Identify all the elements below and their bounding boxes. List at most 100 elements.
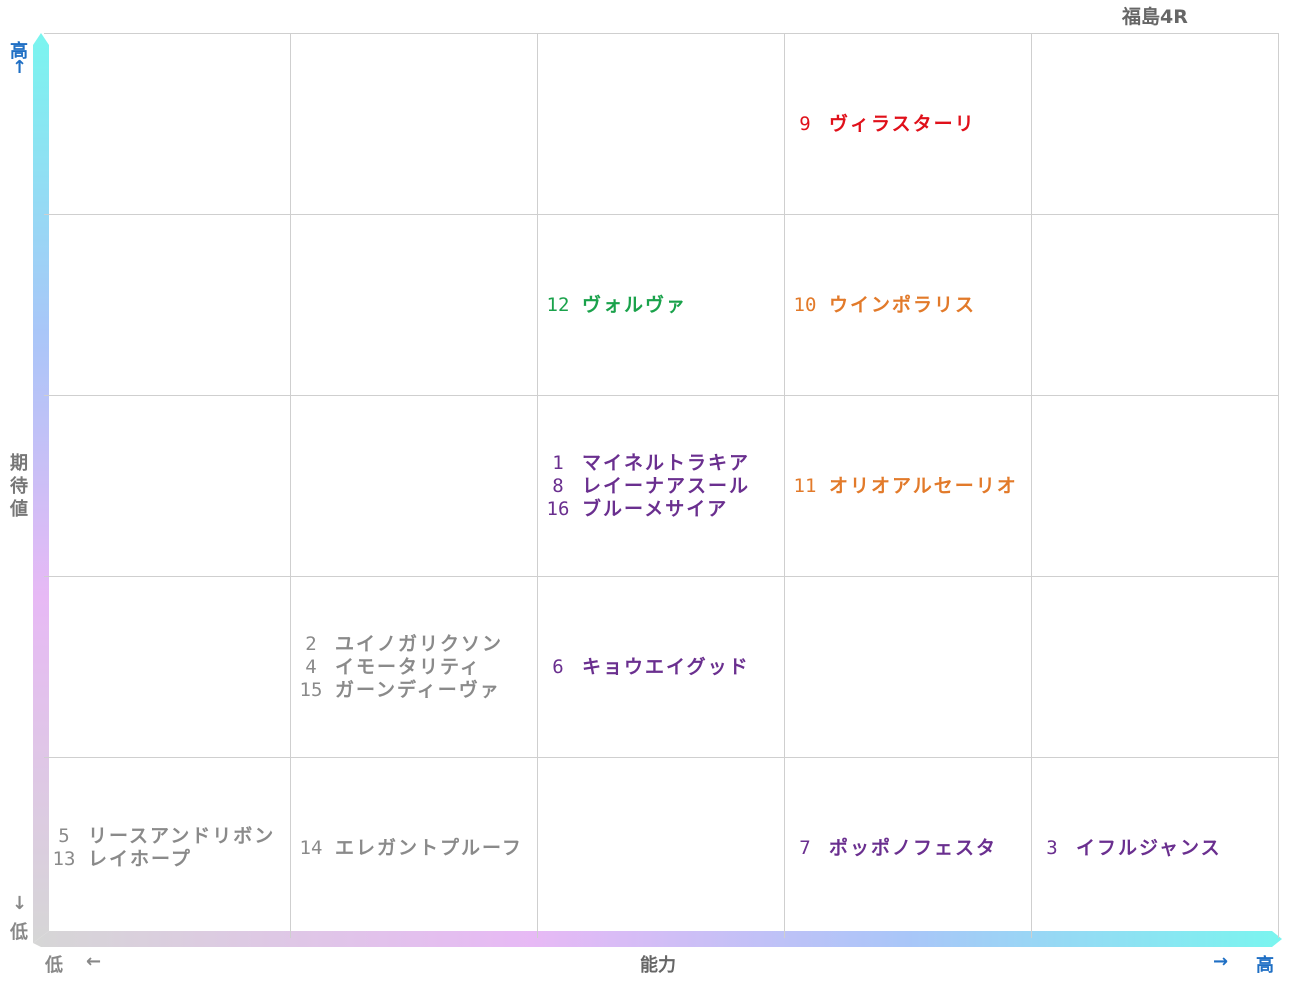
horse-number: 14 bbox=[299, 836, 323, 859]
horse-number: 2 bbox=[305, 632, 317, 655]
y-axis-bar bbox=[33, 33, 49, 943]
horse-entry: 11 オリオアルセーリオ bbox=[787, 475, 1018, 498]
grid-cell bbox=[291, 214, 538, 395]
horse-name: キョウエイグッド bbox=[582, 655, 750, 678]
grid-cell: 9 ヴィラスターリ bbox=[785, 33, 1032, 214]
horse-group: 5 リースアンドリボン 13 レイホープ bbox=[44, 825, 275, 871]
horse-group: 6 キョウエイグッド bbox=[538, 656, 750, 679]
horse-entry: 8 レイーナアスール bbox=[540, 475, 750, 498]
horse-number: 4 bbox=[305, 655, 317, 678]
horse-number: 13 bbox=[52, 848, 76, 870]
x-left-arrow: ← bbox=[86, 951, 102, 972]
y-high-label: 高 bbox=[10, 41, 28, 62]
horse-number: 1 bbox=[552, 451, 564, 474]
horse-number: 15 bbox=[299, 678, 323, 701]
horse-number: 8 bbox=[552, 474, 564, 497]
grid-cell: 1 マイネルトラキア 8 レイーナアスール 16 ブルーメサイア bbox=[538, 395, 785, 576]
grid-cell bbox=[291, 33, 538, 214]
horse-name: エレガントプルーフ bbox=[335, 836, 523, 859]
grid-cell bbox=[1032, 576, 1279, 757]
grid-cell bbox=[538, 33, 785, 214]
horse-name: ガーンディーヴァ bbox=[335, 678, 501, 701]
x-high-label: 高 bbox=[1256, 955, 1274, 976]
grid-cell: 12 ヴォルヴァ bbox=[538, 214, 785, 395]
horse-entry: 14 エレガントプルーフ bbox=[293, 837, 523, 860]
y-axis-label: 期待値 bbox=[10, 452, 30, 521]
horse-group: 11 オリオアルセーリオ bbox=[785, 475, 1018, 498]
horse-entry: 7 ポッポノフェスタ bbox=[787, 837, 997, 860]
horse-entry: 6 キョウエイグッド bbox=[540, 656, 750, 679]
horse-entry: 13 レイホープ bbox=[46, 848, 275, 871]
horse-number: 16 bbox=[546, 497, 570, 520]
grid-cell: 3 イフルジャンス bbox=[1032, 757, 1279, 938]
horse-name: ブルーメサイア bbox=[582, 497, 729, 520]
horse-group: 1 マイネルトラキア 8 レイーナアスール 16 ブルーメサイア bbox=[538, 452, 750, 521]
horse-group: 12 ヴォルヴァ bbox=[538, 294, 687, 317]
horse-entry: 15 ガーンディーヴァ bbox=[293, 679, 503, 702]
grid-cell bbox=[785, 576, 1032, 757]
horse-name: イフルジャンス bbox=[1076, 836, 1222, 859]
grid-cell bbox=[44, 395, 291, 576]
y-down-arrow: ↓ bbox=[12, 893, 28, 914]
horse-number: 11 bbox=[793, 474, 817, 497]
y-up-arrow: ↑ bbox=[12, 57, 28, 78]
grid-cell bbox=[291, 395, 538, 576]
grid-cell: 6 キョウエイグッド bbox=[538, 576, 785, 757]
horse-entry: 2 ユイノガリクソン bbox=[293, 633, 503, 656]
grid-cell bbox=[1032, 214, 1279, 395]
horse-name: ヴォルヴァ bbox=[582, 293, 688, 316]
horse-name: ウインポラリス bbox=[829, 293, 977, 316]
expectation-ability-grid: 9 ヴィラスターリ 12 ヴォルヴァ 10 ウインポラリス 1 マイネルトラキア 8 レイーナアス… bbox=[44, 33, 1279, 938]
horse-number: 10 bbox=[793, 293, 817, 316]
y-axis-label-text: 期待値 bbox=[10, 453, 28, 520]
grid-cell bbox=[538, 757, 785, 938]
horse-number: 9 bbox=[799, 112, 811, 135]
grid-cell: 2 ユイノガリクソン 4 イモータリティ 15 ガーンディーヴァ bbox=[291, 576, 538, 757]
horse-entry: 3 イフルジャンス bbox=[1034, 837, 1222, 860]
horse-entry: 9 ヴィラスターリ bbox=[787, 113, 976, 136]
horse-group: 3 イフルジャンス bbox=[1032, 837, 1222, 860]
horse-entry: 10 ウインポラリス bbox=[787, 294, 976, 317]
grid-cell bbox=[1032, 395, 1279, 576]
grid-cell bbox=[44, 576, 291, 757]
horse-name: ヴィラスターリ bbox=[829, 112, 976, 135]
horse-name: ユイノガリクソン bbox=[335, 632, 504, 655]
x-axis-bar bbox=[33, 931, 1282, 947]
horse-entry: 1 マイネルトラキア bbox=[540, 452, 750, 475]
y-low-label: 低 bbox=[10, 922, 28, 943]
horse-number: 7 bbox=[799, 836, 811, 859]
horse-name: レイーナアスール bbox=[582, 474, 751, 497]
grid-cell: 11 オリオアルセーリオ bbox=[785, 395, 1032, 576]
horse-name: イモータリティ bbox=[335, 655, 481, 678]
horse-group: 10 ウインポラリス bbox=[785, 294, 976, 317]
horse-name: マイネルトラキア bbox=[582, 451, 751, 474]
horse-entry: 12 ヴォルヴァ bbox=[540, 294, 687, 317]
horse-number: 6 bbox=[552, 655, 564, 678]
horse-name: レイホープ bbox=[88, 848, 192, 870]
grid-cell: 5 リースアンドリボン 13 レイホープ bbox=[44, 757, 291, 938]
horse-entry: 5 リースアンドリボン bbox=[46, 825, 275, 848]
grid-cell bbox=[1032, 33, 1279, 214]
horse-name: ポッポノフェスタ bbox=[829, 836, 998, 859]
x-axis-label: 能力 bbox=[640, 955, 676, 976]
grid-cell bbox=[44, 33, 291, 214]
grid-cell: 10 ウインポラリス bbox=[785, 214, 1032, 395]
horse-group: 2 ユイノガリクソン 4 イモータリティ 15 ガーンディーヴァ bbox=[291, 633, 503, 702]
grid-cell: 7 ポッポノフェスタ bbox=[785, 757, 1032, 938]
horse-number: 12 bbox=[546, 293, 570, 316]
horse-group: 7 ポッポノフェスタ bbox=[785, 837, 997, 860]
horse-entry: 4 イモータリティ bbox=[293, 656, 503, 679]
race-title: 福島4R bbox=[1122, 6, 1188, 28]
horse-name: オリオアルセーリオ bbox=[829, 474, 1018, 497]
horse-group: 9 ヴィラスターリ bbox=[785, 113, 976, 136]
horse-name: リースアンドリボン bbox=[88, 825, 276, 847]
grid-cell bbox=[44, 214, 291, 395]
horse-number: 3 bbox=[1046, 836, 1058, 859]
grid-cell: 14 エレガントプルーフ bbox=[291, 757, 538, 938]
x-right-arrow: → bbox=[1213, 951, 1229, 972]
x-low-label: 低 bbox=[45, 955, 63, 976]
horse-number: 5 bbox=[58, 825, 70, 847]
horse-group: 14 エレガントプルーフ bbox=[291, 837, 523, 860]
horse-entry: 16 ブルーメサイア bbox=[540, 498, 750, 521]
